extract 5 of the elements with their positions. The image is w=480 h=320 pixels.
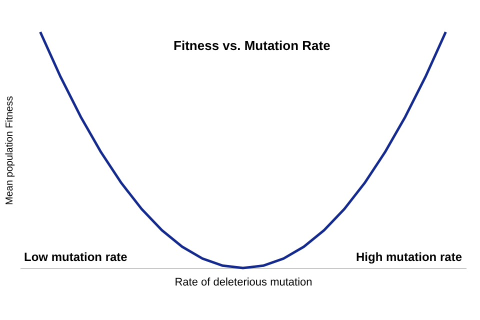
text: Fitness vs. Mutation Rate: [174, 38, 330, 53]
x-axis-title: Rate of deleterious mutation: [174, 276, 312, 288]
annotation: High mutation rate: [356, 250, 462, 264]
annotation: Low mutation rate: [24, 250, 128, 264]
y-axis-title: Mean population Fitness: [4, 96, 16, 205]
